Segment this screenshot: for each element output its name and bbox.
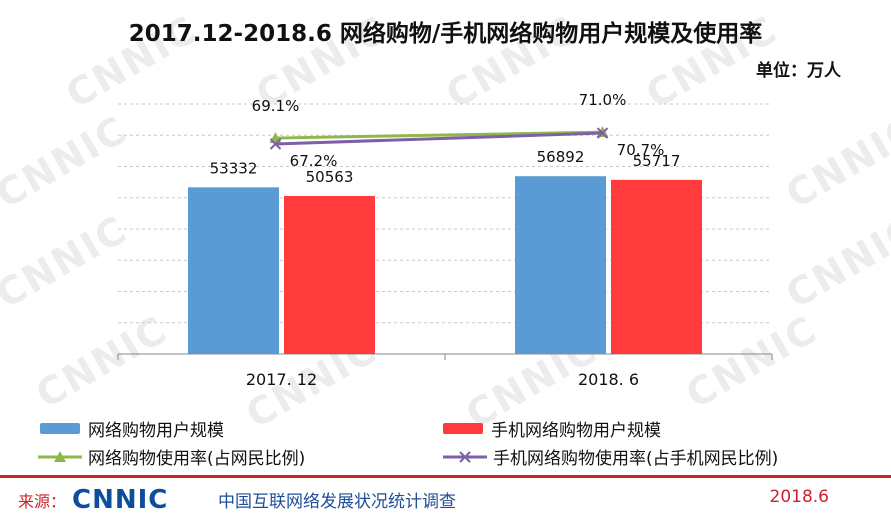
footer-divider	[0, 475, 891, 478]
legend-item-online-shoppers: 网络购物用户规模	[40, 416, 224, 441]
legend-label: 手机网络购物使用率(占手机网民比例)	[493, 449, 779, 469]
x-tick-label: 2017. 12	[246, 370, 317, 389]
bar	[611, 179, 702, 354]
legend-item-online-rate: 网络购物使用率(占网民比例)	[38, 444, 305, 469]
unit-label: 单位：万人	[756, 61, 841, 81]
series-line	[275, 130, 603, 140]
legend-label: 手机网络购物用户规模	[491, 421, 661, 441]
line-value-label: 67.2%	[290, 152, 338, 170]
cnnic-logo: CNNIC	[72, 485, 169, 515]
line-marker-x	[596, 127, 609, 139]
source-prefix: 来源：	[18, 492, 67, 511]
chart-title: 2017.12-2018.6 网络购物/手机网络购物用户规模及使用率	[128, 21, 763, 47]
legend-label: 网络购物用户规模	[88, 421, 224, 441]
legend-swatch-blue	[40, 423, 80, 434]
legend: 网络购物用户规模 手机网络购物用户规模 网络购物使用率(占网民比例) 手机网络购…	[0, 408, 891, 472]
footer-organization: 中国互联网络发展状况统计调查	[218, 492, 456, 512]
line-value-label: 70.7%	[617, 141, 665, 159]
footer: 来源： CNNIC 中国互联网络发展状况统计调查 2018.6	[0, 475, 891, 516]
x-tick-label: 2018. 6	[578, 370, 639, 389]
footer-source: 来源： CNNIC	[18, 485, 168, 515]
legend-label: 网络购物使用率(占网民比例)	[88, 449, 306, 469]
legend-swatch-red	[443, 423, 483, 434]
legend-item-mobile-shoppers: 手机网络购物用户规模	[443, 416, 661, 441]
series-line	[275, 131, 603, 146]
bar	[515, 176, 606, 354]
bar	[188, 187, 279, 354]
triangle-marker-icon	[38, 450, 82, 462]
line-marker-x	[269, 138, 282, 150]
bar-value-label: 53332	[210, 159, 258, 177]
line-value-label: 69.1%	[252, 97, 300, 115]
bar-value-label: 50563	[306, 168, 354, 186]
x-marker-icon	[443, 450, 487, 463]
bar-value-label: 56892	[537, 148, 585, 166]
bar	[284, 195, 375, 354]
footer-date: 2018.6	[769, 487, 829, 507]
legend-item-mobile-rate: 手机网络购物使用率(占手机网民比例)	[443, 444, 778, 469]
line-value-label: 71.0%	[579, 91, 627, 109]
bar-value-label: 55717	[633, 152, 681, 170]
